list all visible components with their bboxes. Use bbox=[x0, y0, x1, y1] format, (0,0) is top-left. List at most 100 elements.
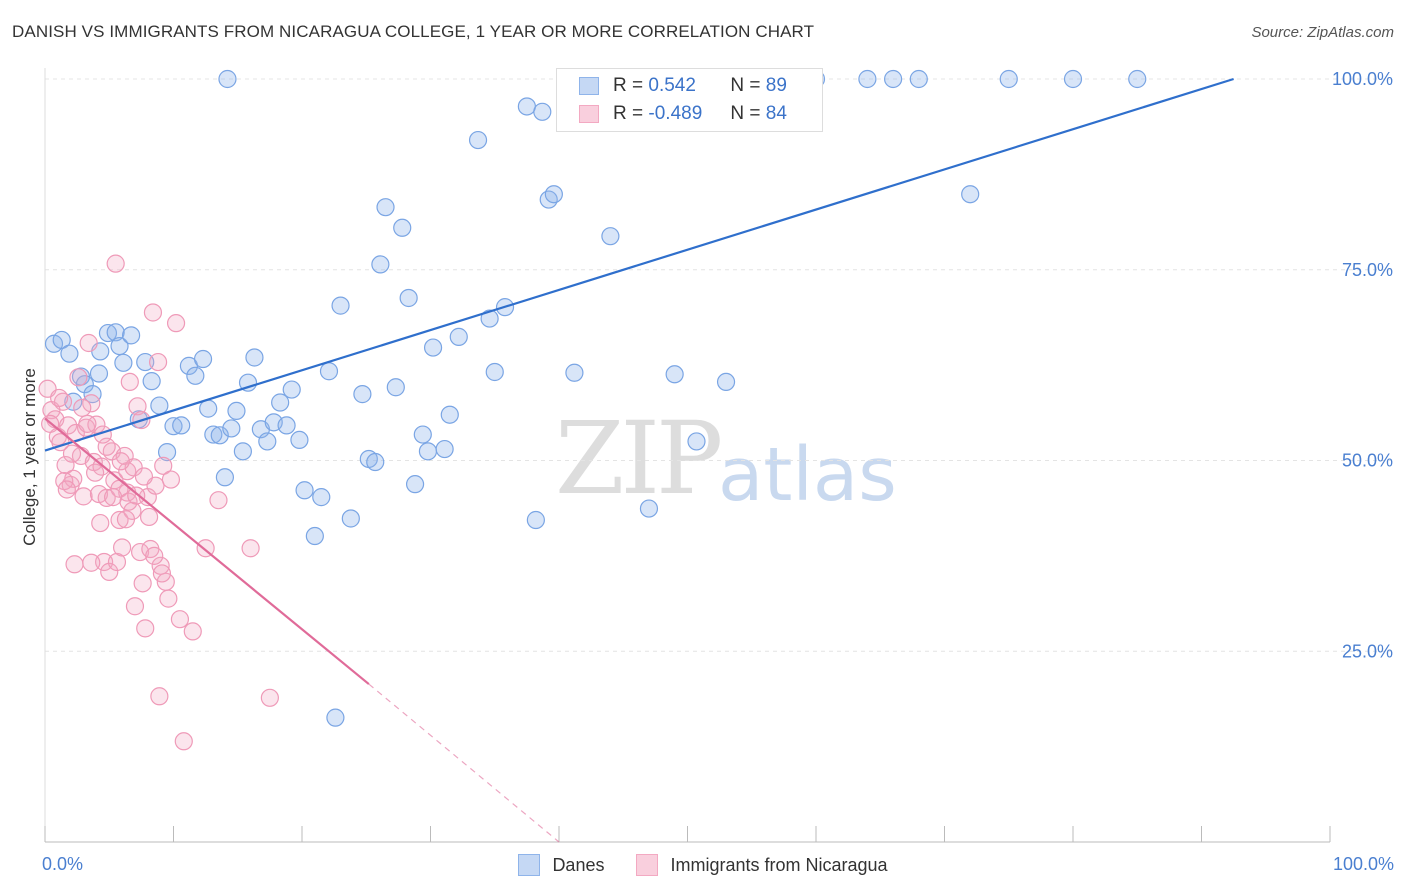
danes-point bbox=[199, 399, 218, 418]
danes-point bbox=[186, 366, 205, 385]
danes-point bbox=[485, 362, 504, 382]
danes-point bbox=[639, 499, 659, 518]
nicaragua-point bbox=[136, 619, 155, 638]
nicaragua-point bbox=[111, 452, 130, 471]
danes-point bbox=[858, 69, 877, 89]
nicaragua-point bbox=[82, 553, 101, 572]
danes-point bbox=[440, 405, 459, 424]
danes-point bbox=[418, 442, 438, 461]
danes-point bbox=[305, 526, 324, 546]
danes-point bbox=[312, 488, 331, 507]
danes-point bbox=[423, 338, 443, 357]
danes-point bbox=[517, 97, 536, 116]
danes-point bbox=[222, 419, 241, 438]
nicaragua-point bbox=[260, 688, 279, 707]
nicaragua-point bbox=[97, 488, 116, 507]
nicaragua-point bbox=[56, 455, 75, 475]
x-tick-label-min: 0.0% bbox=[42, 854, 83, 874]
danes-point bbox=[544, 185, 563, 204]
danes-point bbox=[142, 372, 161, 391]
legend-row-danes: R = 0.542 N = 89 bbox=[579, 74, 787, 98]
nicaragua-point bbox=[110, 510, 129, 530]
nicaragua-point bbox=[154, 456, 173, 475]
nicaragua-point bbox=[128, 397, 147, 416]
danes-point bbox=[218, 69, 237, 89]
danes-point bbox=[413, 425, 432, 444]
danes-point bbox=[227, 401, 246, 421]
danes-point bbox=[1063, 69, 1083, 89]
y-tick-label: 75.0% bbox=[1342, 260, 1393, 280]
nicaragua-point bbox=[125, 597, 145, 616]
danes-point bbox=[277, 416, 296, 435]
danes-point bbox=[399, 288, 418, 308]
y-tick-label: 50.0% bbox=[1342, 451, 1393, 471]
nicaragua-point bbox=[170, 610, 190, 629]
danes-point bbox=[539, 190, 558, 209]
nicaragua-point bbox=[69, 368, 88, 387]
legend-item-danes[interactable]: Danes bbox=[518, 854, 604, 876]
danes-point bbox=[353, 385, 372, 404]
nicaragua-point bbox=[112, 538, 132, 557]
nicaragua-point bbox=[65, 555, 84, 574]
danes-point bbox=[245, 348, 264, 367]
danes-point bbox=[331, 296, 350, 315]
danes-point bbox=[172, 416, 191, 435]
chart-title: DANISH VS IMMIGRANTS FROM NICARAGUA COLL… bbox=[12, 22, 815, 41]
watermark-atlas: atlas bbox=[718, 432, 897, 518]
series-legend: Danes Immigrants from Nicaragua bbox=[0, 850, 1406, 880]
nicaragua-point bbox=[82, 394, 101, 413]
nicaragua-point bbox=[73, 398, 92, 417]
danes-point bbox=[393, 218, 412, 237]
danes-point bbox=[341, 509, 360, 528]
danes-point bbox=[999, 69, 1018, 89]
danes-point bbox=[114, 353, 133, 372]
nicaragua-point bbox=[91, 513, 110, 533]
danes-point bbox=[164, 417, 183, 436]
nicaragua-n-value: 84 bbox=[765, 103, 787, 124]
r-label: R = bbox=[613, 75, 644, 96]
nicaragua-point bbox=[95, 552, 114, 572]
nicaragua-point bbox=[151, 556, 170, 575]
x-tick-label-max: 100.0% bbox=[1333, 854, 1394, 874]
danes-point bbox=[883, 69, 903, 89]
legend-row-nicaragua: R = -0.489 N = 84 bbox=[579, 102, 787, 126]
danes-point bbox=[52, 330, 71, 350]
nicaragua-trend-line bbox=[44, 417, 370, 685]
danes-point bbox=[210, 426, 229, 445]
nicaragua-point bbox=[86, 463, 105, 482]
nicaragua-point bbox=[50, 388, 69, 408]
nicaragua-point bbox=[127, 486, 146, 505]
danes-point bbox=[687, 432, 706, 451]
danes-point bbox=[376, 198, 395, 217]
danes-point bbox=[75, 375, 94, 394]
danes-point bbox=[258, 432, 277, 451]
nicaragua-point bbox=[59, 416, 78, 435]
nicaragua-point bbox=[120, 372, 139, 392]
nicaragua-point bbox=[104, 488, 123, 507]
nicaragua-point bbox=[183, 622, 202, 641]
nicaragua-point bbox=[150, 687, 169, 706]
danes-point bbox=[233, 442, 252, 461]
danes-point bbox=[449, 327, 468, 346]
danes-r-value: 0.542 bbox=[648, 75, 696, 96]
n-label: N = bbox=[730, 103, 761, 124]
danes-point bbox=[157, 443, 177, 462]
danes-point bbox=[204, 425, 223, 444]
danes-point bbox=[533, 102, 552, 121]
danes-point bbox=[601, 227, 620, 246]
legend-item-nicaragua[interactable]: Immigrants from Nicaragua bbox=[636, 854, 888, 876]
nicaragua-point bbox=[143, 303, 163, 322]
danes-point bbox=[215, 468, 234, 487]
nicaragua-point bbox=[79, 333, 98, 353]
nicaragua-point bbox=[166, 314, 186, 333]
legend-label-nicaragua: Immigrants from Nicaragua bbox=[670, 854, 888, 875]
danes-point bbox=[526, 510, 545, 530]
nicaragua-point bbox=[148, 352, 168, 372]
nicaragua-point bbox=[107, 552, 127, 572]
danes-point bbox=[386, 378, 405, 397]
danes-point bbox=[106, 323, 125, 342]
danes-point bbox=[193, 349, 213, 369]
danes-point bbox=[665, 365, 684, 384]
nicaragua-point bbox=[209, 491, 228, 510]
nicaragua-legend-icon bbox=[636, 854, 659, 876]
